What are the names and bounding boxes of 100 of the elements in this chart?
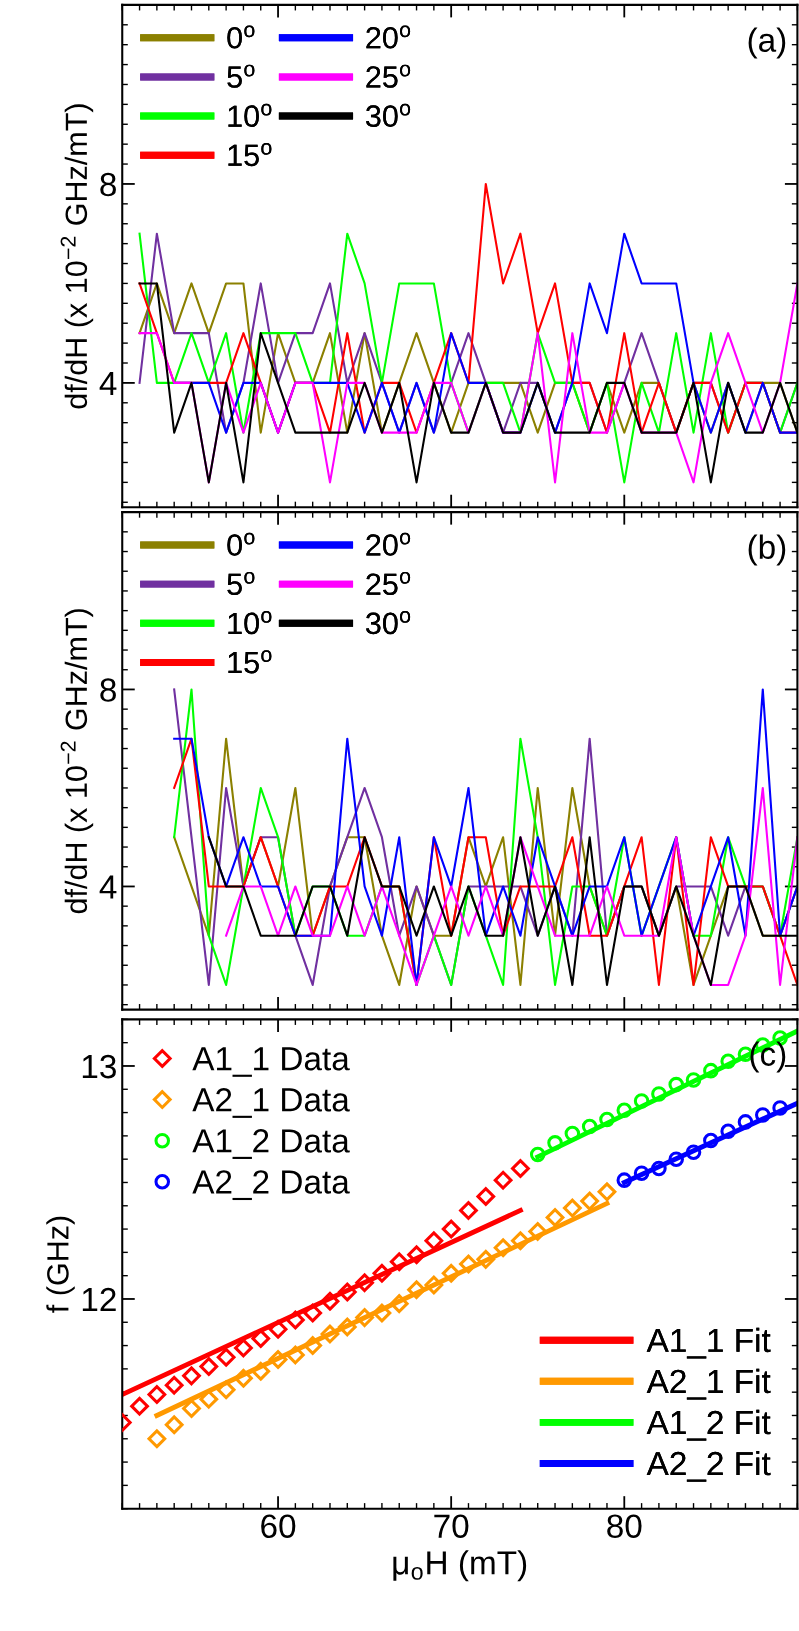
point — [372, 1303, 392, 1323]
point — [511, 1159, 530, 1178]
point — [407, 1245, 426, 1265]
point — [320, 1324, 340, 1344]
point — [303, 1303, 323, 1323]
point — [493, 1238, 513, 1258]
point — [147, 1385, 167, 1404]
point — [633, 1093, 650, 1109]
legend-label: A1_2 Fit — [646, 1409, 771, 1441]
x-tick-label: 80 — [607, 1514, 642, 1539]
point — [529, 1146, 546, 1163]
point — [355, 1273, 374, 1293]
y-axis-title: df/dH (x 10$^{−2}$ GHz/mT) — [60, 609, 94, 914]
point — [424, 1275, 444, 1295]
point — [580, 1191, 600, 1211]
point — [251, 1329, 271, 1348]
point — [651, 1160, 667, 1177]
legend-label: 20$^{o}$ — [366, 25, 411, 49]
x-tick-label: 70 — [434, 1514, 469, 1539]
point — [772, 1100, 788, 1116]
point — [355, 1308, 374, 1327]
legend-label: 5$^{o}$ — [227, 64, 255, 88]
point — [268, 1350, 288, 1369]
legend-label: 15$^{o}$ — [228, 143, 272, 167]
point — [720, 1053, 736, 1070]
annotation: (c) — [750, 1041, 786, 1073]
point — [597, 1182, 617, 1202]
y-tick-label: 12 — [82, 1287, 116, 1312]
point — [441, 1263, 461, 1283]
legend-label: 25$^{o}$ — [366, 64, 411, 88]
point — [755, 1107, 771, 1123]
legend-label: 10$^{o}$ — [228, 611, 272, 635]
legend-label: 20$^{o}$ — [366, 532, 411, 556]
y-tick-label: 13 — [82, 1054, 116, 1079]
legend-label: 5$^{o}$ — [227, 571, 255, 596]
legend-label: 30$^{o}$ — [366, 611, 411, 635]
legend-label: 10$^{o}$ — [228, 103, 272, 127]
point — [633, 1165, 650, 1181]
point — [562, 1198, 582, 1218]
x-axis-title: μ$_{o}$H (mT) — [393, 1550, 527, 1582]
point — [599, 1111, 615, 1128]
x-tick-label: 60 — [261, 1514, 296, 1539]
point — [528, 1222, 548, 1241]
point — [234, 1338, 253, 1358]
point — [251, 1361, 271, 1381]
annotation: (b) — [748, 534, 786, 566]
point — [337, 1317, 357, 1337]
point — [389, 1252, 409, 1272]
legend-label: 15$^{o}$ — [228, 650, 272, 674]
legend-label: A2_2 Data — [192, 1170, 350, 1201]
point — [441, 1219, 461, 1239]
y-tick-label: 4 — [99, 372, 117, 395]
y-tick-label: 4 — [99, 875, 117, 899]
point — [285, 1345, 305, 1365]
legend-label: 30$^{o}$ — [366, 103, 411, 127]
legend-label: A1_2 Data — [192, 1129, 350, 1159]
point — [337, 1282, 357, 1302]
legend-label: A1_1 Fit — [646, 1327, 771, 1359]
point — [182, 1399, 201, 1418]
point — [581, 1118, 598, 1135]
point — [372, 1263, 392, 1283]
annotation: (a) — [748, 27, 786, 59]
point — [389, 1294, 409, 1314]
point — [130, 1396, 149, 1416]
point — [720, 1123, 736, 1139]
point — [216, 1347, 236, 1367]
point — [285, 1310, 305, 1330]
legend-label: 0$^{o}$ — [227, 532, 255, 556]
point — [147, 1429, 167, 1449]
point — [199, 1389, 219, 1409]
point — [564, 1125, 581, 1142]
point — [616, 1102, 633, 1119]
point — [703, 1062, 719, 1079]
point — [164, 1415, 184, 1435]
point — [651, 1086, 667, 1102]
line-series — [225, 786, 798, 986]
point — [459, 1201, 478, 1220]
point — [164, 1375, 184, 1395]
point — [476, 1187, 496, 1206]
point — [685, 1144, 702, 1160]
legend-label: A1_1 Data — [192, 1047, 350, 1077]
point — [234, 1368, 253, 1388]
point — [199, 1357, 219, 1376]
point — [547, 1135, 563, 1151]
point — [303, 1336, 323, 1355]
point — [268, 1319, 288, 1339]
point — [476, 1249, 496, 1269]
legend-label: A2_1 Fit — [646, 1368, 771, 1400]
legend-label: A2_2 Fit — [646, 1450, 771, 1482]
point — [511, 1231, 530, 1251]
point — [216, 1380, 236, 1400]
point — [668, 1076, 684, 1093]
y-axis-title: f (GHz) — [46, 1216, 75, 1313]
point — [407, 1280, 426, 1300]
point — [424, 1231, 444, 1251]
legend-label: A2_1 Data — [192, 1087, 350, 1118]
point — [459, 1254, 478, 1274]
y-axis-title: df/dH (x 10$^{−2}$ GHz/mT) — [60, 104, 94, 409]
legend-label: 25$^{o}$ — [366, 571, 411, 596]
point — [182, 1366, 201, 1386]
